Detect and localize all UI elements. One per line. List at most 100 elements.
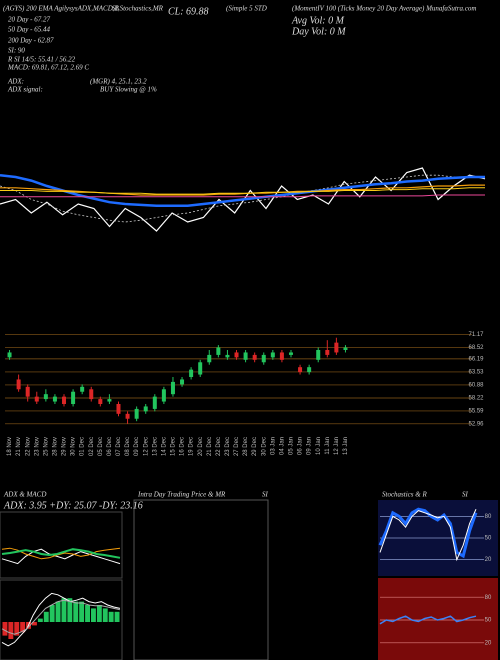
x-tick-label: 19 Dec xyxy=(189,437,195,456)
x-tick-label: 14 Dec xyxy=(161,437,167,456)
y-tick-label: 50 xyxy=(485,618,492,624)
adx: ADX: xyxy=(7,78,24,86)
line-series xyxy=(379,508,477,562)
candle-body xyxy=(243,352,248,360)
histogram-bar xyxy=(8,622,14,639)
header-text: (Simple 5 STD xyxy=(226,5,267,13)
candle-body xyxy=(98,399,103,404)
header-text: SI,Stochastics,MR xyxy=(112,5,164,13)
x-tick-label: 09 Dec xyxy=(134,437,140,456)
candle-body xyxy=(71,391,76,404)
x-tick-label: 10 Jan xyxy=(316,437,322,455)
x-tick-label: 30 Dec xyxy=(261,437,267,456)
candle-body xyxy=(225,354,230,358)
si: SI: 90 xyxy=(8,47,25,55)
candle-body xyxy=(107,399,112,402)
adx-readout: ADX: 3.95 +DY: 25.07 -DY: 23.16 xyxy=(3,500,143,511)
panel-title: SI xyxy=(462,491,469,499)
rsi: R SI 14/5: 55.41 / 56.22 xyxy=(7,56,76,64)
avg-vol: Avg Vol: 0 M xyxy=(291,15,345,26)
candle-body xyxy=(252,354,257,360)
histogram-bar xyxy=(20,622,26,633)
line-series xyxy=(379,615,477,625)
x-tick-label: 21 Nov xyxy=(16,437,22,456)
x-tick-label: 25 Nov xyxy=(43,437,49,456)
candle-body xyxy=(134,408,139,419)
candle-body xyxy=(180,379,185,385)
y-tick-label: 80 xyxy=(485,514,492,520)
candle-body xyxy=(52,396,57,402)
x-tick-label: 12 Dec xyxy=(143,437,149,456)
x-tick-label: 05 Jan xyxy=(289,437,295,455)
rsi-panel-bg xyxy=(378,578,498,660)
candle-body xyxy=(298,367,303,373)
candle-body xyxy=(43,394,48,400)
histogram-bar xyxy=(61,598,67,622)
intraday-panel xyxy=(133,499,269,660)
line-series xyxy=(1,592,121,647)
close-price: CL: 69.88 xyxy=(168,6,209,17)
candle-body xyxy=(143,406,148,412)
histogram-bar xyxy=(91,608,96,622)
histogram-bar xyxy=(102,608,108,622)
x-tick-label: 13 Jan xyxy=(343,437,349,455)
line-series xyxy=(1,599,121,635)
x-tick-label: 30 Nov xyxy=(71,437,77,456)
histogram-bar xyxy=(2,622,8,636)
line-series xyxy=(1,548,121,565)
histogram-bar xyxy=(67,598,73,622)
x-tick-label: 23 Nov xyxy=(34,437,40,456)
x-tick-label: 08 Dec xyxy=(125,437,131,456)
candle-body xyxy=(161,389,166,402)
x-tick-label: 29 Nov xyxy=(62,437,68,456)
y-tick-label: 52.96 xyxy=(468,421,484,427)
y-tick-label: 20 xyxy=(485,640,492,646)
y-tick-label: 80 xyxy=(485,595,492,601)
candle-body xyxy=(80,386,85,392)
candle-body xyxy=(216,347,221,355)
histogram-bar xyxy=(96,605,102,622)
x-tick-label: 05 Dec xyxy=(98,437,104,456)
candle-body xyxy=(189,369,194,377)
candle-body xyxy=(270,352,275,358)
histogram-bar xyxy=(37,618,43,622)
candle-body xyxy=(325,350,330,355)
x-tick-label: 15 Dec xyxy=(171,437,177,456)
histogram-bar xyxy=(114,611,120,622)
x-tick-label: 20 Dec xyxy=(198,437,204,456)
y-tick-label: 20 xyxy=(485,557,492,563)
histogram-bar xyxy=(32,622,37,626)
x-tick-label: 01 Dec xyxy=(80,437,86,456)
x-tick-label: 16 Dec xyxy=(180,437,186,456)
macd: MACD: 69.81, 67.12, 2.69 C xyxy=(7,64,89,72)
x-tick-label: 04 Jan xyxy=(279,437,285,455)
ma20: 20 Day - 67.27 xyxy=(8,16,50,24)
x-tick-label: 06 Jan xyxy=(298,437,304,455)
candle-body xyxy=(34,396,39,402)
histogram-bar xyxy=(79,601,85,622)
y-tick-label: 66.19 xyxy=(468,356,484,362)
candle-body xyxy=(316,350,321,360)
adx-panel xyxy=(0,511,123,579)
x-tick-label: 13 Dec xyxy=(152,437,158,456)
candle-body xyxy=(116,404,121,414)
x-tick-label: 21 Dec xyxy=(207,437,213,456)
candle-body xyxy=(207,354,212,363)
line-series xyxy=(0,167,486,232)
panel-title: SI xyxy=(262,491,269,499)
y-tick-label: 50 xyxy=(485,536,492,542)
x-tick-label: 12 Jan xyxy=(334,437,340,455)
candle-body xyxy=(89,389,94,400)
x-tick-label: 02 Dec xyxy=(89,437,95,456)
y-tick-label: 63.53 xyxy=(468,370,484,376)
candle-body xyxy=(343,347,348,350)
x-tick-label: 23 Dec xyxy=(225,437,231,456)
candle-body xyxy=(25,386,30,397)
x-tick-label: 03 Jan xyxy=(270,437,276,455)
x-tick-label: 18 Nov xyxy=(7,437,13,456)
y-tick-label: 71.17 xyxy=(468,332,484,338)
histogram-bar xyxy=(73,601,79,622)
adx-values: (MGR) 4, 25.1, 23.2 xyxy=(90,78,147,86)
